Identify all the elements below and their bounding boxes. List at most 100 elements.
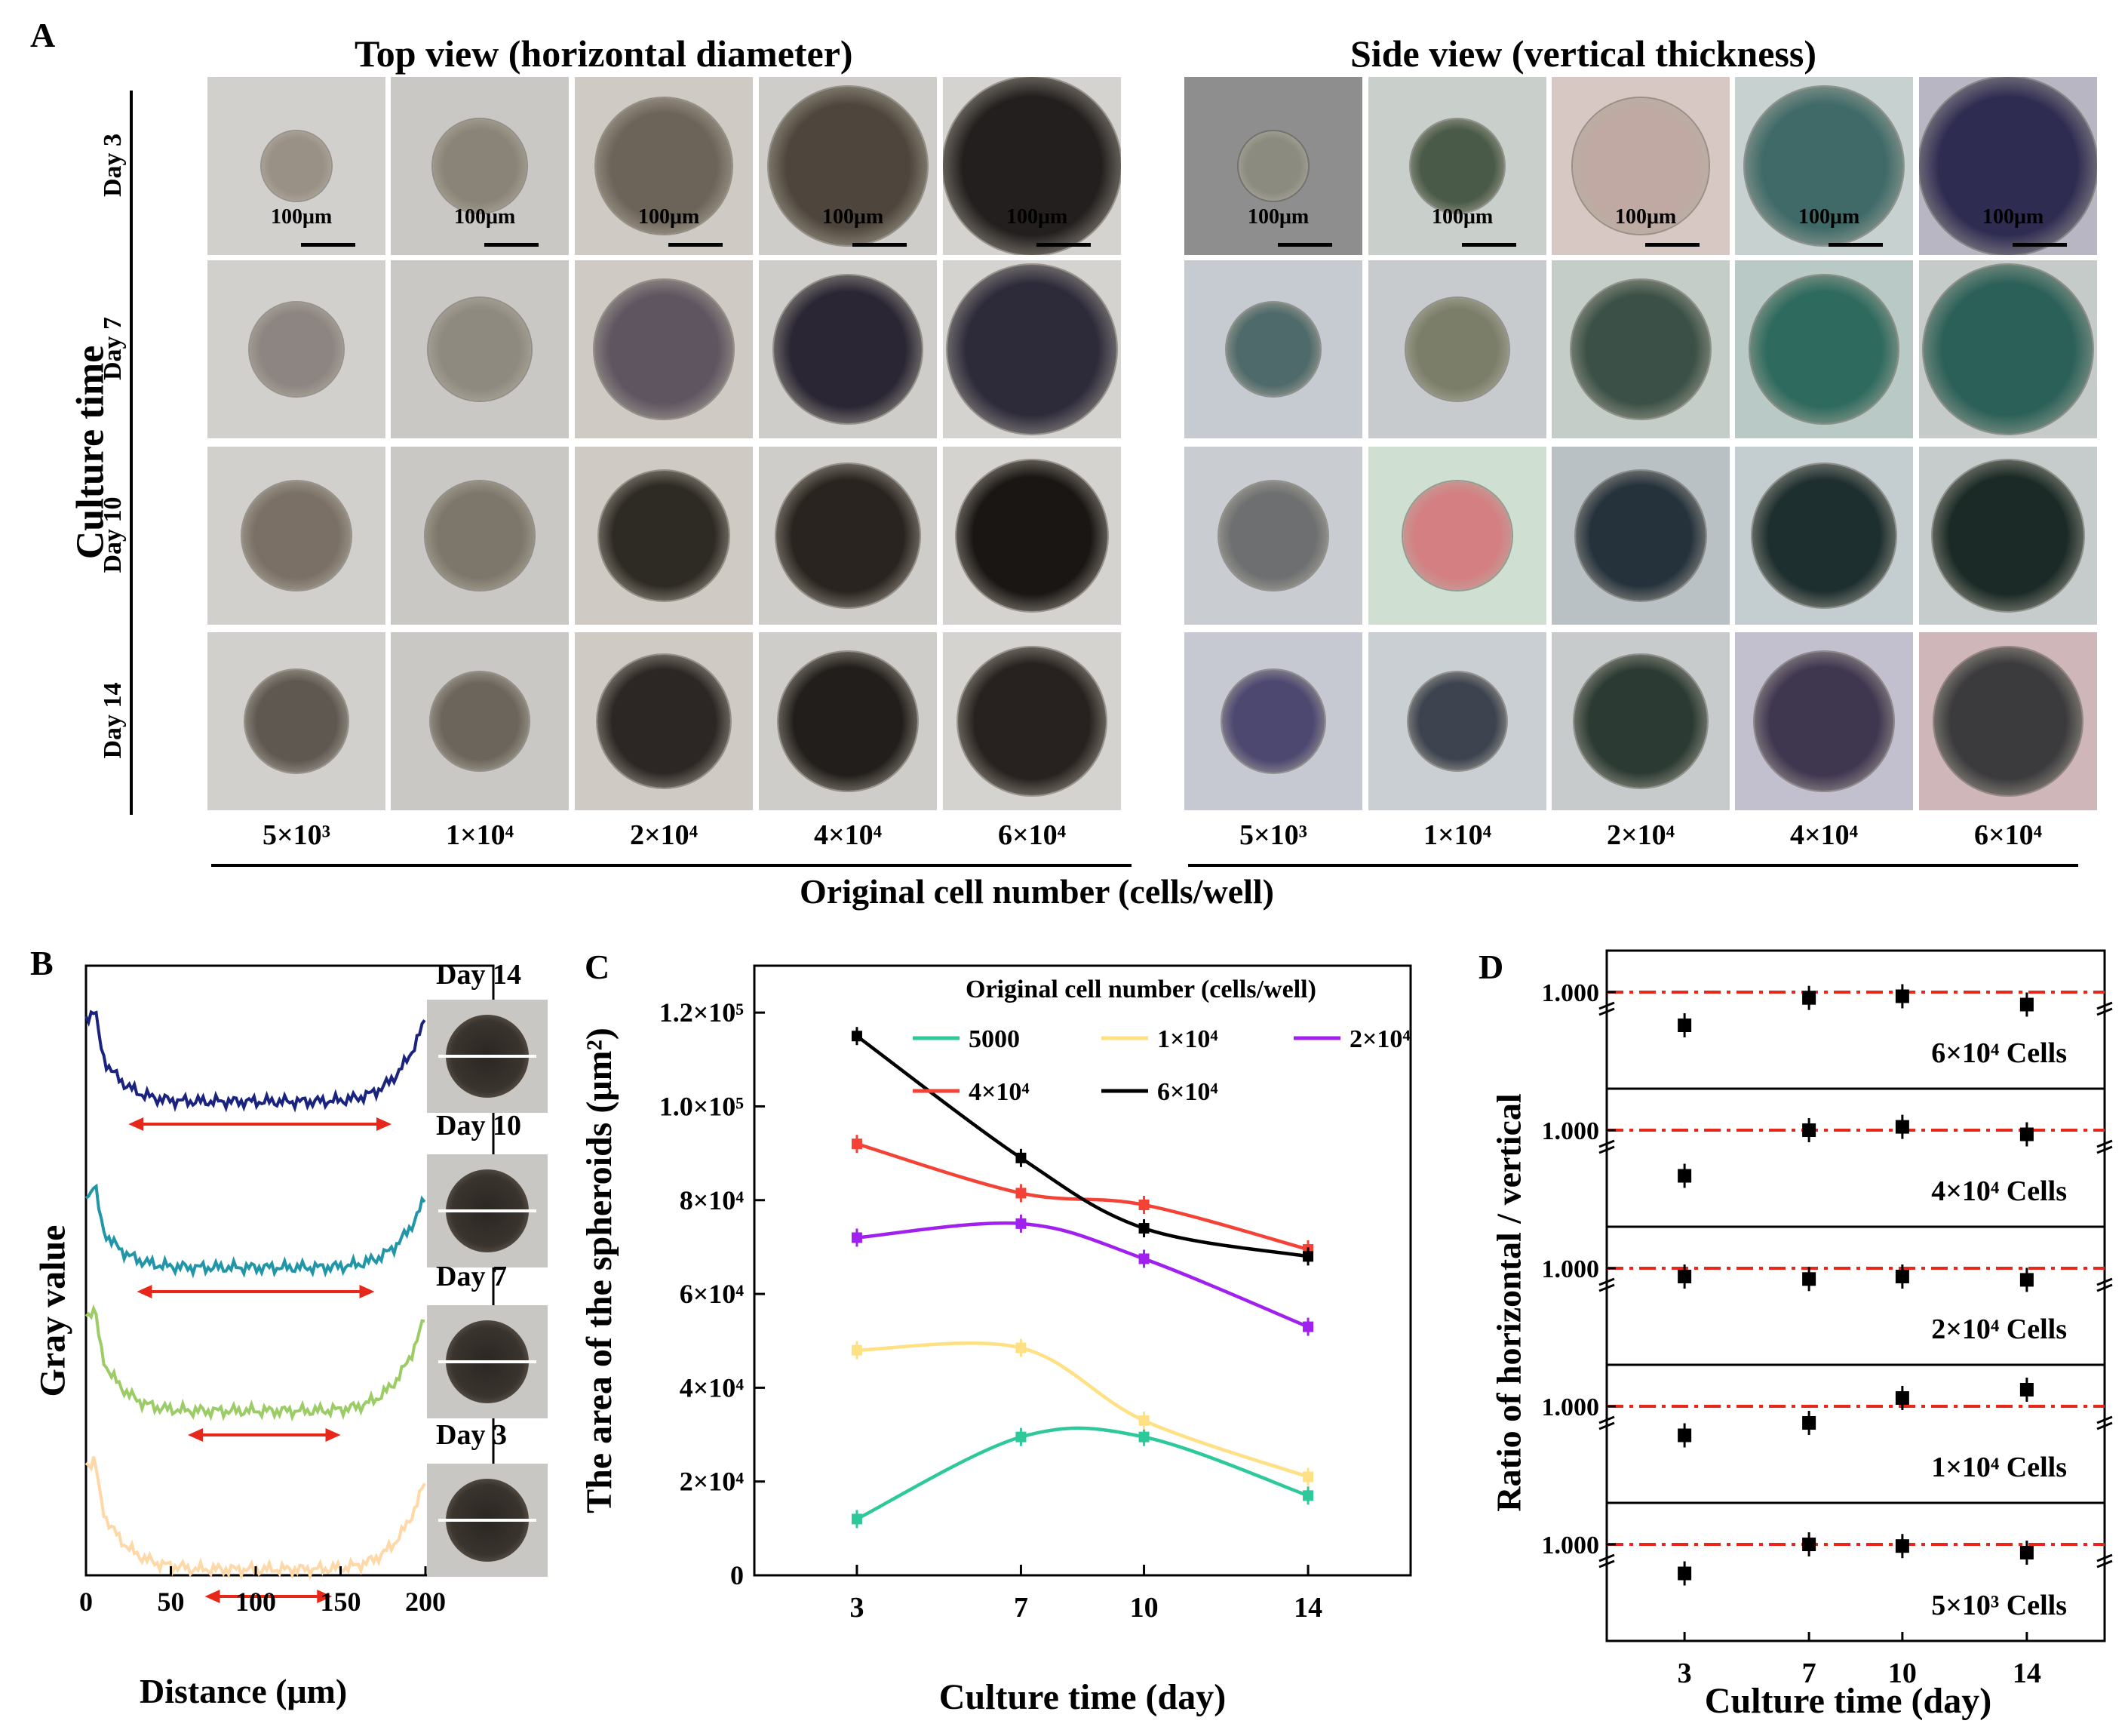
top-view-title: Top view (horizontal diameter) <box>355 32 853 75</box>
spheroid <box>947 265 1116 434</box>
ratio-point <box>2019 997 2034 1012</box>
column-label: 4×10⁴ <box>813 819 883 851</box>
scale-bar <box>1829 243 1883 247</box>
arrow-head <box>359 1285 375 1298</box>
b-xtick-label: 150 <box>321 1587 361 1617</box>
panel-b-label: B <box>30 944 54 982</box>
ratio-point <box>1895 1270 1909 1283</box>
c-ytick-label: 6×10⁴ <box>680 1279 745 1309</box>
arrow-head <box>204 1590 220 1603</box>
series-line-4 <box>855 1034 1309 1258</box>
ratio-point <box>1678 1270 1692 1283</box>
spheroid <box>428 298 531 401</box>
thumbnail-image <box>427 1305 548 1418</box>
spheroid <box>1933 460 2083 611</box>
b-xtick-label: 100 <box>235 1587 276 1617</box>
axis-break <box>2096 1283 2113 1292</box>
spheroid <box>597 655 730 788</box>
side-view-tile: 100μm <box>1368 77 1546 255</box>
top-view-tile <box>943 447 1121 625</box>
spheroid <box>245 670 348 773</box>
spheroid <box>1573 98 1709 234</box>
thumbnail-day-label: Day 3 <box>436 1419 507 1451</box>
scale-bar <box>2013 243 2067 247</box>
ref-label: 1.000 <box>1542 1532 1600 1559</box>
thumbnail-image <box>427 1154 548 1267</box>
side-group-underline <box>1188 864 2078 867</box>
ratio-point <box>1802 1538 1816 1551</box>
top-group-underline <box>211 864 1132 867</box>
column-label: 2×10⁴ <box>629 819 699 851</box>
column-label: 1×10⁴ <box>1423 819 1492 851</box>
side-view-tile <box>1552 632 1730 810</box>
side-view-tile <box>1368 632 1546 810</box>
axis-break <box>1598 1421 1615 1430</box>
axis-break <box>2096 1421 2113 1430</box>
ref-label: 1.000 <box>1542 1393 1600 1421</box>
top-view-tile <box>207 632 385 810</box>
spheroid <box>958 647 1106 795</box>
ratio-point <box>1802 1123 1816 1137</box>
side-view-tile: 100μm <box>1552 77 1730 255</box>
ratio-point <box>1802 1416 1816 1430</box>
series-line-2 <box>856 1221 1309 1329</box>
profile-line-marker <box>438 1360 536 1363</box>
axis-break <box>1598 1145 1615 1154</box>
top-view-tile: 100μm <box>575 77 753 255</box>
top-view-tile: 100μm <box>391 77 569 255</box>
row-axis-line <box>130 91 133 815</box>
ref-label: 1.000 <box>1542 1117 1600 1145</box>
axis-break <box>1598 1139 1615 1148</box>
axis-break <box>1598 1553 1615 1562</box>
top-view-tile <box>391 260 569 438</box>
area-chart-frame <box>753 964 1412 1577</box>
d-xtick-label: 10 <box>1888 1658 1917 1689</box>
arrow-head <box>188 1428 203 1442</box>
series-line-1 <box>856 1341 1309 1479</box>
ratio-subplot-frame <box>1605 1501 2106 1642</box>
side-view-tile: 100μm <box>1735 77 1913 255</box>
side-view-tile <box>1735 447 1913 625</box>
area-chart-xlabel: Culture time (day) <box>939 1677 1226 1717</box>
b-xtick-label: 200 <box>405 1587 446 1617</box>
ratio-point <box>1895 1539 1909 1553</box>
column-label: 6×10⁴ <box>997 819 1067 851</box>
series-line-3 <box>856 1142 1309 1252</box>
row-label: Day 3 <box>99 133 127 198</box>
spheroid <box>242 481 351 590</box>
axis-break <box>2096 1001 2113 1010</box>
column-label: 6×10⁴ <box>1973 819 2043 851</box>
axis-break <box>2096 1277 2113 1286</box>
scale-bar <box>668 243 723 247</box>
top-view-tile <box>759 260 937 438</box>
arrow-head <box>137 1285 152 1298</box>
c-ytick-label: 4×10⁴ <box>680 1372 745 1403</box>
spheroid <box>1227 303 1320 396</box>
column-label: 4×10⁴ <box>1789 819 1859 851</box>
ratio-chart: 1.000 6×10⁴ Cells 1.000 4×10⁴ Cells 1.000 2×1… <box>1542 949 2113 1721</box>
spheroid <box>1574 655 1707 788</box>
ref-label: 1.000 <box>1542 979 1600 1007</box>
axis-break <box>2096 1553 2113 1562</box>
scale-bar-label: 100μm <box>1006 205 1068 229</box>
scale-bar <box>852 243 907 247</box>
scale-bar-label: 100μm <box>1798 205 1860 229</box>
side-view-tile <box>1184 447 1362 625</box>
side-view-tile: 100μm <box>1919 77 2097 255</box>
scale-bar <box>301 243 355 247</box>
spheroid <box>1403 481 1512 590</box>
scale-bar-label: 100μm <box>638 205 700 229</box>
spheroid <box>250 303 343 396</box>
spheroid <box>425 481 534 590</box>
subplot-label: 5×10³ Cells <box>1931 1590 2067 1621</box>
d-xtick-label: 7 <box>1802 1658 1816 1689</box>
side-view-tile <box>1919 260 2097 438</box>
ratio-point <box>2019 1546 2034 1559</box>
side-view-tile <box>1552 260 1730 438</box>
spheroid <box>1408 672 1506 770</box>
side-view-tile <box>1735 260 1913 438</box>
axis-break <box>2096 1415 2113 1424</box>
column-label: 2×10⁴ <box>1606 819 1675 851</box>
b-xtick-label: 0 <box>79 1587 93 1617</box>
axis-break <box>1598 1415 1615 1424</box>
